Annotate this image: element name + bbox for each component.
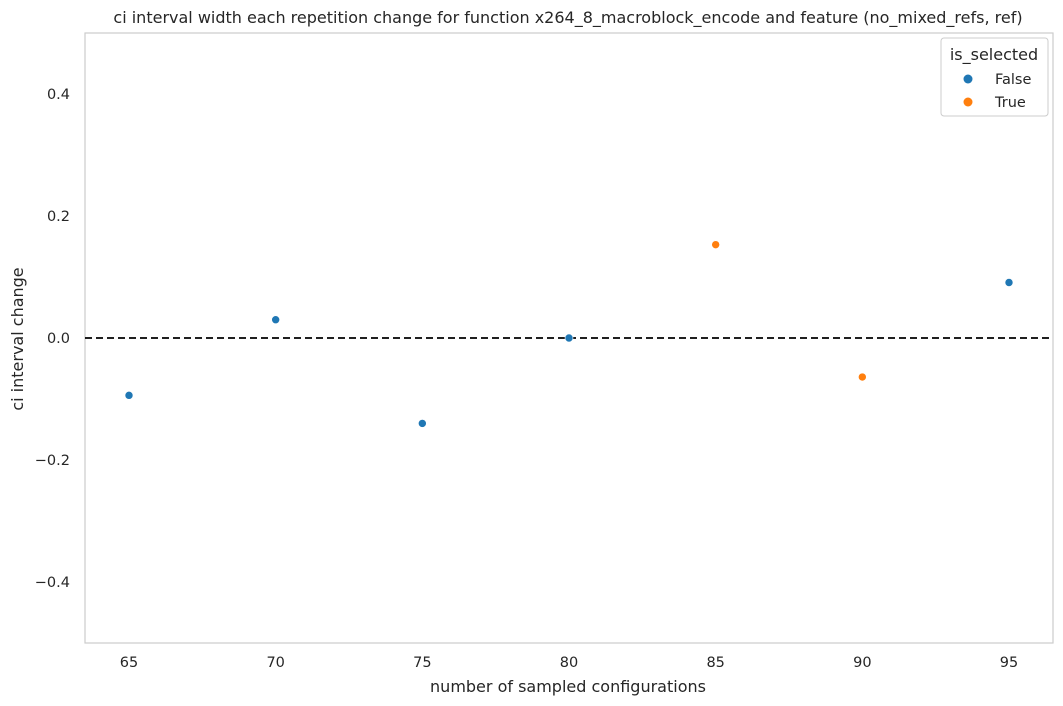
data-point-false	[418, 419, 427, 428]
data-point-false	[1004, 278, 1014, 287]
x-axis-label: number of sampled configurations	[430, 677, 706, 696]
x-tick-label: 65	[120, 655, 138, 671]
legend-marker-false	[963, 74, 973, 84]
legend-title: is_selected	[950, 45, 1038, 65]
data-point-true	[711, 240, 720, 249]
data-points	[124, 240, 1014, 428]
x-tick-label: 95	[1000, 655, 1018, 671]
y-axis-label: ci interval change	[8, 267, 27, 410]
data-point-false	[564, 333, 574, 343]
data-point-false	[271, 315, 280, 325]
x-tick-label: 75	[413, 655, 431, 671]
x-tick-label: 80	[560, 655, 578, 671]
data-point-true	[858, 372, 867, 382]
y-tick-label: 0.4	[47, 87, 70, 103]
legend-marker-true	[963, 97, 973, 107]
x-tick-label: 70	[266, 655, 284, 671]
legend-label-true: True	[994, 95, 1026, 111]
x-tick-label: 85	[706, 655, 724, 671]
legend-label-false: False	[995, 72, 1031, 88]
y-tick-label: 0.2	[47, 209, 70, 225]
y-tick-label: −0.2	[35, 453, 70, 469]
y-tick-label: 0.0	[47, 331, 70, 347]
x-tick-label: 90	[853, 655, 871, 671]
y-axis: −0.4 −0.2 0.0 0.2 0.4	[35, 87, 70, 591]
legend-box	[940, 37, 1049, 117]
chart-title: ci interval width each repetition change…	[113, 8, 1022, 28]
data-point-false	[124, 391, 134, 400]
x-axis: 65 70 75 80 85 90 95	[120, 655, 1018, 671]
y-tick-label: −0.4	[35, 575, 70, 591]
legend: is_selected False True	[940, 37, 1049, 117]
